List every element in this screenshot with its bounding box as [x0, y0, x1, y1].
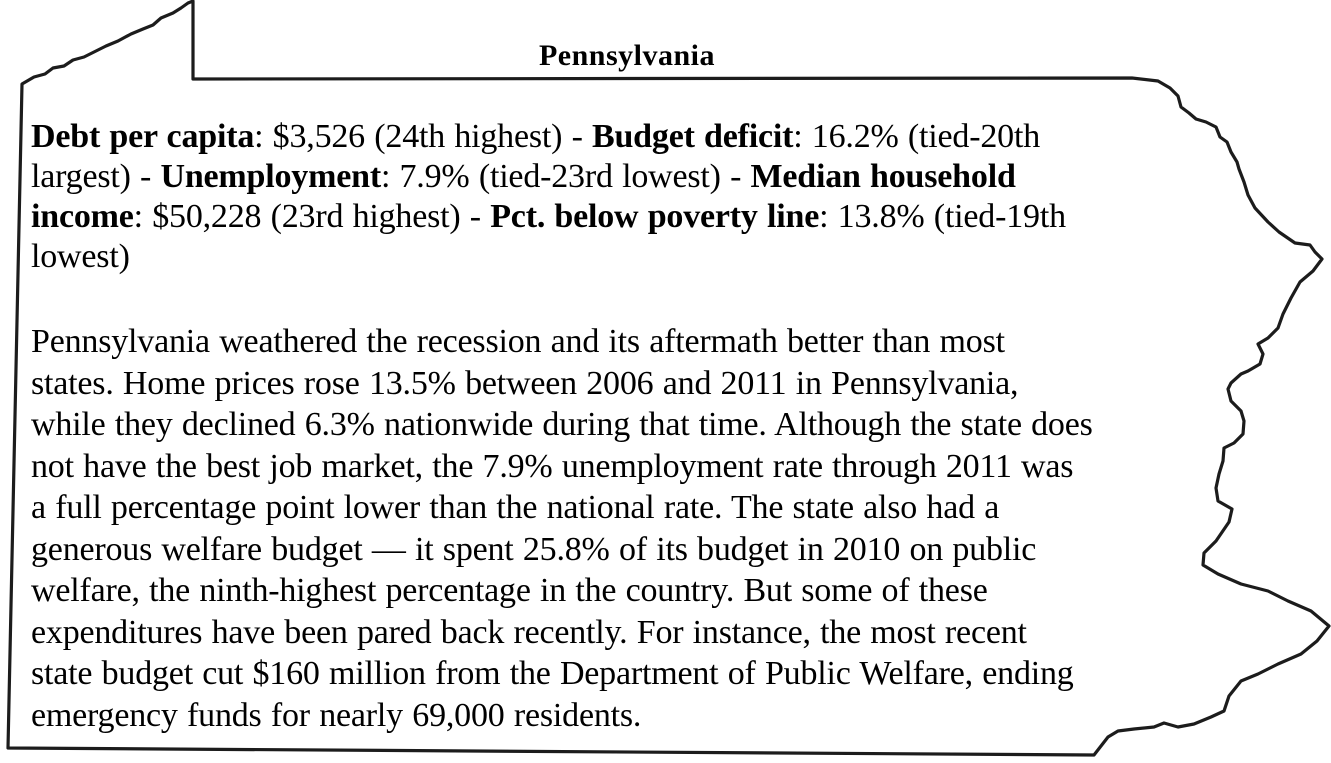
body-line: not have the best job market, the 7.9% u… [31, 447, 1074, 485]
body-line: while they declined 6.3% nationwide duri… [31, 406, 1093, 443]
stats-line-1: Debt per capita: $3,526 (24th highest) -… [31, 117, 1066, 157]
stats-line-4: lowest) [31, 237, 1066, 277]
body-line: state budget cut $160 million from the D… [31, 655, 1074, 692]
stat-value-pct-below-poverty-line: : 13.8% (tied-19th [819, 198, 1066, 235]
state-title: Pennsylvania [538, 39, 716, 72]
stats-line-2: largest) - Unemployment: 7.9% (tied-23rd… [31, 157, 1066, 197]
stat-label-median-household-income-cont: income [31, 198, 134, 235]
body-line: states. Home prices rose 13.5% between 2… [31, 364, 1019, 402]
stat-value-budget-deficit-cont: largest) - [31, 158, 161, 195]
body-paragraph: Pennsylvania weathered the recession and… [31, 321, 1093, 736]
state-border-path [6, 0, 1331, 757]
stat-value-pct-below-poverty-line-cont: lowest) [31, 238, 130, 275]
stat-value-unemployment: : 7.9% (tied-23rd lowest) - [380, 158, 751, 195]
body-line: generous welfare budget — it spent 25.8%… [31, 530, 1037, 568]
stat-label-pct-below-poverty-line: Pct. below poverty line [490, 198, 820, 235]
stat-value-median-household-income: : $50,228 (23rd highest) - [133, 198, 491, 235]
body-line: a full percentage point lower than the n… [31, 489, 1000, 526]
stat-label-debt-per-capita: Debt per capita [31, 118, 255, 155]
body-line: welfare, the ninth-highest percentage in… [31, 572, 988, 609]
stat-value-budget-deficit: : 16.2% (tied-20th [793, 118, 1040, 155]
stats-paragraph: Debt per capita: $3,526 (24th highest) -… [31, 117, 1066, 277]
stats-line-3: income: $50,228 (23rd highest) - Pct. be… [31, 197, 1066, 237]
stat-label-unemployment: Unemployment [160, 158, 381, 195]
body-line: emergency funds for nearly 69,000 reside… [31, 696, 642, 734]
stat-label-median-household-income: Median household [750, 158, 1016, 195]
body-line: Pennsylvania weathered the recession and… [31, 323, 1005, 360]
body-line: expenditures have been pared back recent… [31, 613, 1027, 651]
stat-value-debt-per-capita: : $3,526 (24th highest) - [254, 118, 592, 155]
stat-label-budget-deficit: Budget deficit [592, 118, 794, 155]
